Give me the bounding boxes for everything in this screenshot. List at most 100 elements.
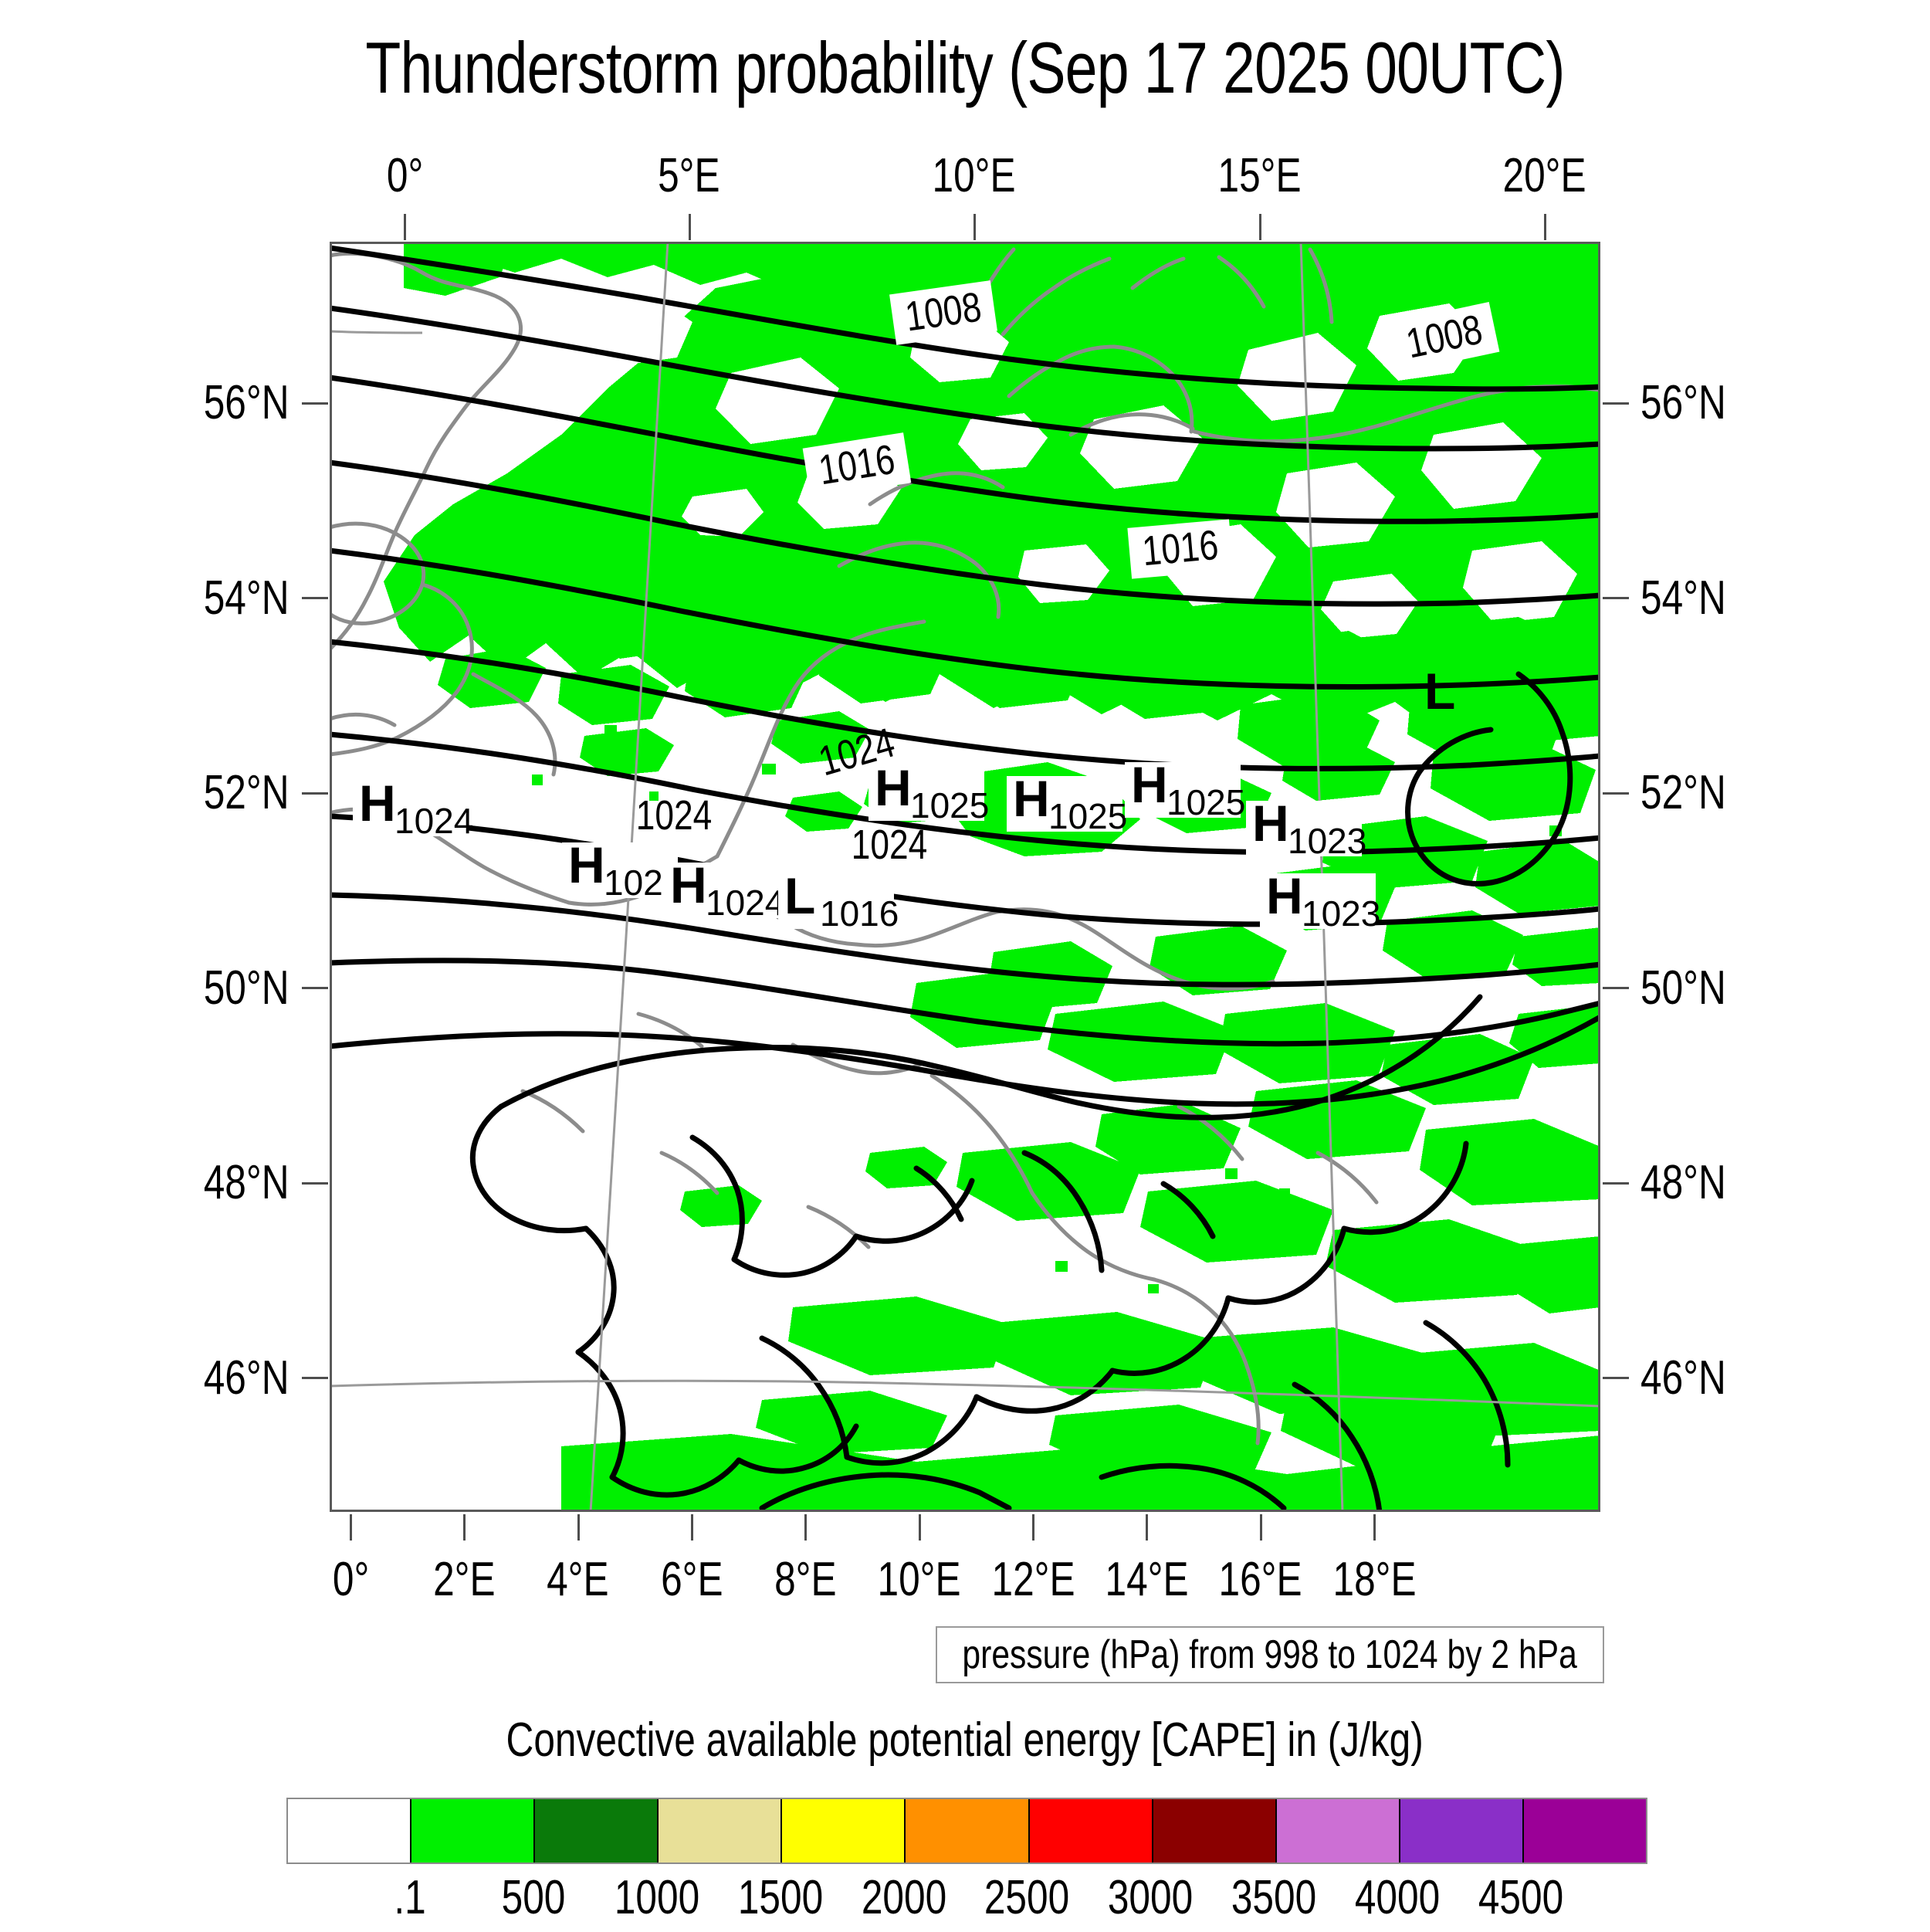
colorbar-tick-4500: 4500 <box>1478 1871 1564 1924</box>
pressure-center-symbol: H <box>875 759 912 816</box>
left-axis-label-5: 46°N <box>203 1351 290 1405</box>
pressure-center-box <box>868 765 984 821</box>
pressure-center-value: 1016 <box>820 893 899 934</box>
colorbar-tick-3500: 3500 <box>1231 1871 1317 1924</box>
pressure-center-box <box>1246 801 1362 856</box>
axis-tick <box>1603 1377 1629 1380</box>
colorbar-segment-4[interactable] <box>780 1799 905 1863</box>
axis-tick <box>350 1514 353 1541</box>
contour-label: 1024 <box>852 822 927 868</box>
pressure-center-l: L 1016 <box>778 867 899 934</box>
pressure-note-box: pressure (hPa) from 998 to 1024 by 2 hPa <box>936 1626 1604 1683</box>
colorbar-tick-4000: 4000 <box>1354 1871 1441 1924</box>
cape-shading-mid <box>438 554 1596 821</box>
colorbar-segment-3[interactable] <box>657 1799 781 1863</box>
axis-tick <box>1603 987 1629 990</box>
contour-label-text: 1024 <box>636 792 712 839</box>
contour-label-box <box>802 432 912 499</box>
top-axis-label-3: 15°E <box>1217 149 1302 202</box>
pressure-center-symbol: L <box>1424 663 1455 720</box>
contour-label-box <box>1127 519 1234 579</box>
colorbar-tick-.1: .1 <box>394 1871 426 1924</box>
axis-tick <box>1543 214 1546 240</box>
axis-tick <box>804 1514 808 1541</box>
axis-tick <box>1146 1514 1149 1541</box>
right-axis-label-1: 54°N <box>1640 571 1726 625</box>
bottom-axis-label-0: 0° <box>332 1553 370 1606</box>
colorbar-caption: Convective available potential energy [C… <box>506 1713 1424 1767</box>
colorbar-segment-10[interactable] <box>1522 1799 1647 1863</box>
top-axis-label-2: 10°E <box>932 149 1016 202</box>
contour-label: 1016 <box>802 432 912 499</box>
colorbar-tick-500: 500 <box>501 1871 566 1924</box>
page-title: Thunderstorm probability (Sep 17 2025 00… <box>365 27 1565 108</box>
pressure-center-symbol: H <box>1013 770 1050 827</box>
contour-label: 1016 <box>1127 519 1234 579</box>
map-canvas: 1008 1008 1016 1016 1024 1024 1024 H 1024 H 1025 H… <box>330 242 1600 1512</box>
colorbar-tick-2500: 2500 <box>984 1871 1070 1924</box>
left-axis-label-0: 56°N <box>203 376 290 430</box>
axis-tick <box>691 1514 694 1541</box>
colorbar-tick-3000: 3000 <box>1108 1871 1194 1924</box>
top-axis-label-4: 20°E <box>1502 149 1586 202</box>
axis-tick <box>1603 791 1629 795</box>
colorbar-tick-labels: .1 500 1000 1500 2000 2500 3000 3500 4000 4500 <box>286 1870 1644 1932</box>
pressure-center-value: 1025 <box>1048 796 1127 836</box>
axis-tick <box>302 791 328 795</box>
left-axis-label-3: 50°N <box>203 961 290 1015</box>
axis-tick <box>973 214 976 240</box>
colorbar-segment-8[interactable] <box>1275 1799 1399 1863</box>
pressure-center-value: 1024 <box>394 801 473 841</box>
left-axis-label-4: 48°N <box>203 1156 290 1210</box>
pressure-center-value: 1025 <box>1166 782 1245 822</box>
axis-tick <box>577 1514 580 1541</box>
pressure-center-symbol: H <box>670 856 707 913</box>
axis-tick <box>302 987 328 990</box>
colorbar-segment-9[interactable] <box>1398 1799 1522 1863</box>
axis-tick <box>302 597 328 600</box>
pressure-center-box <box>1260 873 1376 929</box>
contour-label-text: 1016 <box>1140 522 1220 575</box>
pressure-contour-layer <box>330 245 1600 1512</box>
pressure-center-value: 1023 <box>1288 821 1366 861</box>
colorbar[interactable] <box>286 1798 1647 1864</box>
pressure-center-value: 1025 <box>910 785 989 825</box>
axis-tick <box>302 1181 328 1185</box>
colorbar-segment-6[interactable] <box>1028 1799 1152 1863</box>
axis-tick <box>688 214 691 240</box>
pressure-center-box <box>664 863 780 918</box>
axis-tick <box>1603 1181 1629 1185</box>
axis-tick <box>302 1377 328 1380</box>
colorbar-segment-5[interactable] <box>904 1799 1028 1863</box>
pressure-center-box <box>353 781 469 836</box>
colorbar-tick-1000: 1000 <box>614 1871 699 1924</box>
bottom-axis-label-9: 18°E <box>1332 1553 1417 1606</box>
colorbar-segment-7[interactable] <box>1151 1799 1275 1863</box>
pressure-center-box <box>1007 776 1122 832</box>
contour-label-text: 1024 <box>852 822 927 868</box>
pressure-center-value: 1024 <box>706 883 784 923</box>
bottom-axis-label-3: 6°E <box>660 1553 723 1606</box>
bottom-axis-label-2: 4°E <box>547 1553 609 1606</box>
contour-label-text: 1008 <box>902 283 984 340</box>
axis-tick <box>1259 1514 1262 1541</box>
pressure-center-symbol: L <box>784 867 815 924</box>
right-axis-label-5: 46°N <box>1640 1351 1726 1405</box>
colorbar-segment-1[interactable] <box>410 1799 534 1863</box>
pressure-center-symbol: H <box>1131 756 1168 813</box>
pressure-center-symbol: H <box>568 836 605 893</box>
pressure-note-text: pressure (hPa) from 998 to 1024 by 2 hPa <box>962 1632 1578 1677</box>
colorbar-segment-0[interactable] <box>288 1799 411 1863</box>
pressure-center-box <box>778 873 894 929</box>
colorbar-segment-2[interactable] <box>533 1799 658 1863</box>
